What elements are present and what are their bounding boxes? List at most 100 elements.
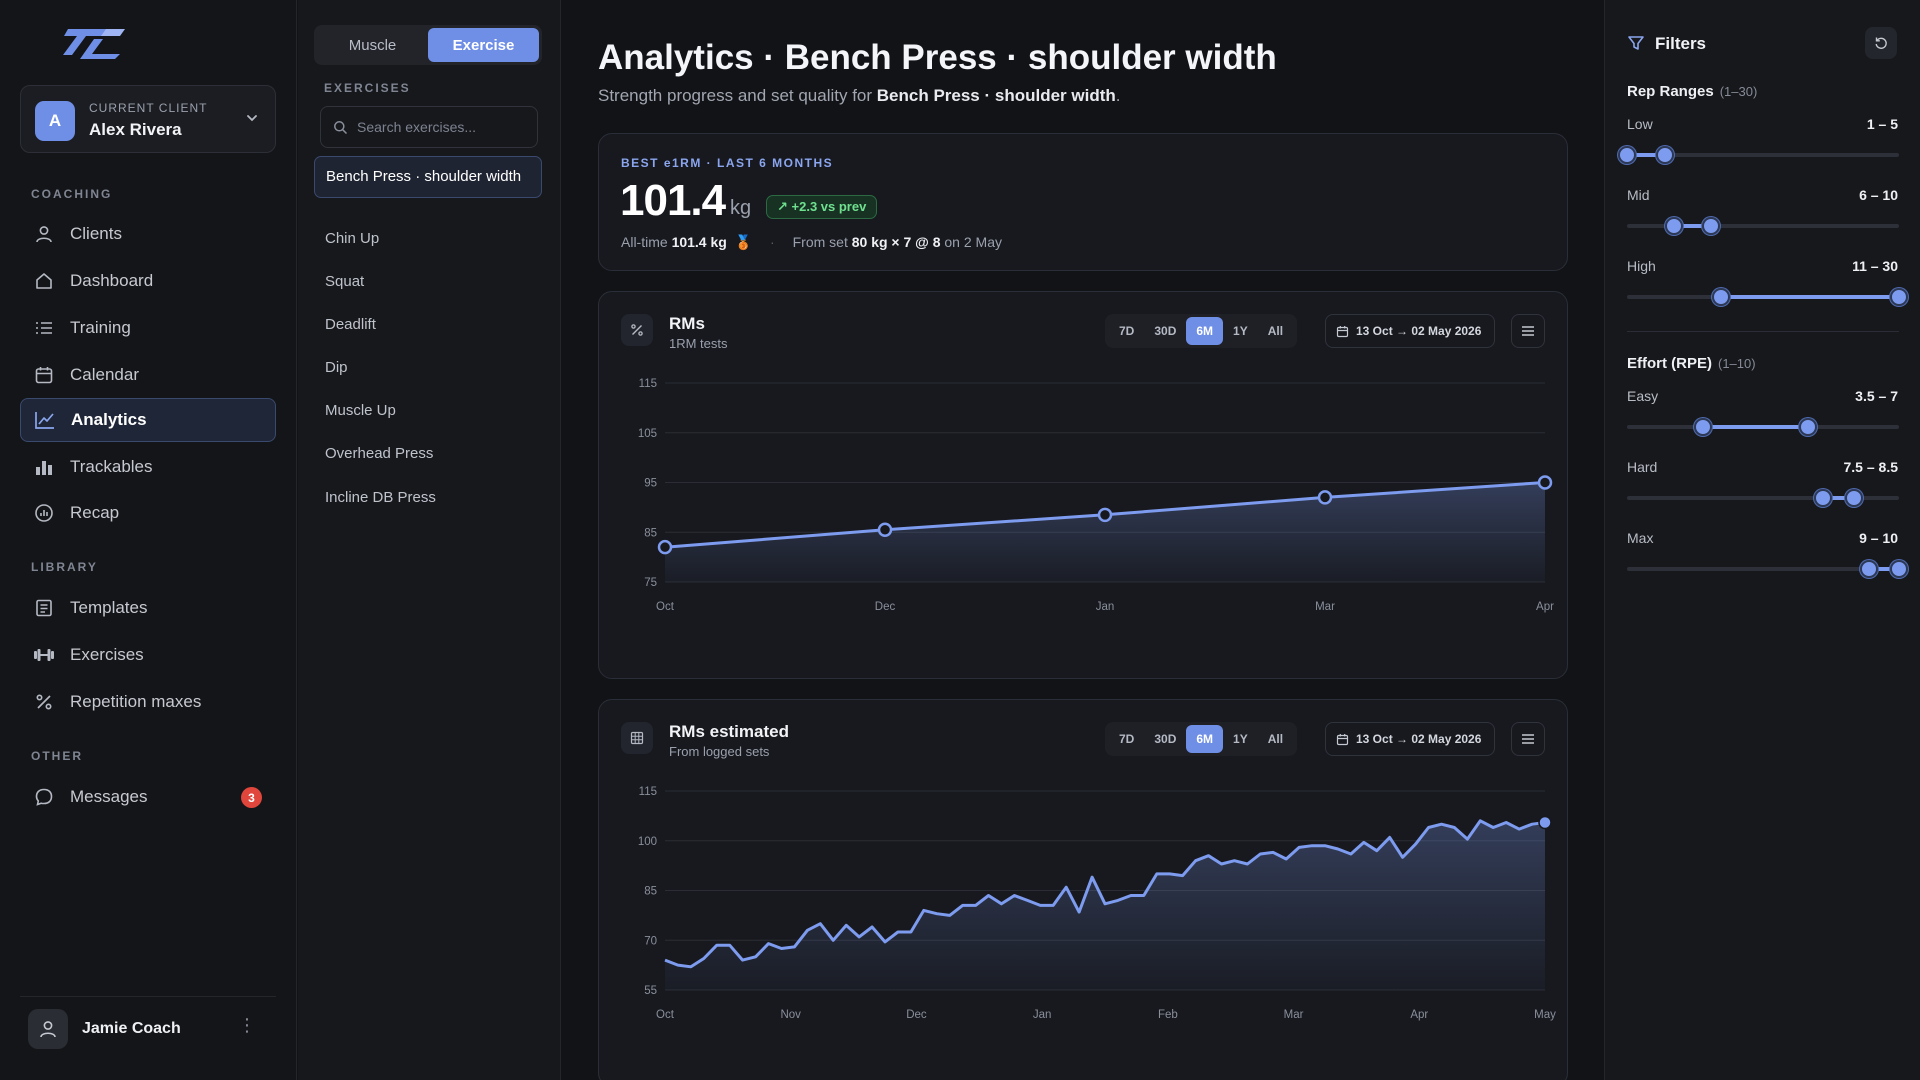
slider-range-fill <box>1627 153 1665 157</box>
rep-ranges-range: (1–30) <box>1719 84 1758 99</box>
range-7d[interactable]: 7D <box>1119 732 1135 746</box>
nav-templates[interactable]: Templates <box>20 586 276 630</box>
nav-training[interactable]: Training <box>20 306 276 350</box>
exercise-item[interactable]: Muscle Up <box>325 402 396 419</box>
tab-muscle[interactable]: Muscle <box>348 36 397 54</box>
effort-max-slider[interactable] <box>1627 559 1908 579</box>
slider-max-handle[interactable] <box>1799 418 1818 436</box>
slider-range-fill <box>1823 496 1854 500</box>
delta-badge: ↗ +2.3 vs prev <box>766 195 878 219</box>
range-7d[interactable]: 7D <box>1119 324 1135 338</box>
slider-min-handle[interactable] <box>1814 489 1833 507</box>
exercise-search <box>320 106 538 148</box>
range-6m[interactable]: 6M <box>1186 317 1224 345</box>
data-point <box>1537 475 1553 490</box>
nav-calendar[interactable]: Calendar <box>20 353 276 397</box>
nav-label: Analytics <box>71 410 147 429</box>
data-point <box>1317 490 1333 505</box>
user-avatar <box>28 1009 68 1049</box>
slider-max-handle[interactable] <box>1844 489 1863 507</box>
calendar-icon <box>1336 325 1349 337</box>
nav-label: Calendar <box>70 365 139 384</box>
search-input[interactable] <box>357 107 532 147</box>
rep-high-slider[interactable] <box>1627 287 1908 307</box>
user-icon <box>32 222 56 246</box>
main-content: Analytics · Bench Press · shoulder width… <box>562 0 1604 1080</box>
chart-menu-button[interactable] <box>1511 722 1545 756</box>
tab-exercise[interactable]: Exercise <box>428 28 539 62</box>
range-1y[interactable]: 1Y <box>1233 732 1248 746</box>
exercise-item[interactable]: Overhead Press <box>325 445 434 462</box>
best-e1rm-unit: kg <box>730 197 752 219</box>
exercise-item[interactable]: Squat <box>325 273 365 290</box>
best-e1rm-details: All-time 101.4 kg 🥉 · From set 80 kg × 7… <box>621 234 1002 251</box>
app-logo[interactable] <box>62 25 126 59</box>
range-30d[interactable]: 30D <box>1154 732 1177 746</box>
exercise-item-selected[interactable]: Bench Press · shoulder width <box>314 156 542 198</box>
current-client-name: Alex Rivera <box>89 120 182 139</box>
menu-icon <box>1522 326 1534 336</box>
x-tick-label: Apr <box>1536 601 1554 613</box>
y-tick-label: 85 <box>644 886 657 898</box>
nav-dashboard[interactable]: Dashboard <box>20 259 276 303</box>
more-vertical-icon[interactable]: ⋮ <box>238 1015 256 1035</box>
home-icon <box>32 269 56 293</box>
slider-min-handle[interactable] <box>1618 146 1636 164</box>
nav-recap[interactable]: Recap <box>20 491 276 535</box>
exercise-item[interactable]: Dip <box>325 359 348 376</box>
document-icon <box>32 596 56 620</box>
slider-min-handle[interactable] <box>1859 560 1878 578</box>
nav-analytics[interactable]: Analytics <box>20 398 276 442</box>
reset-filters-button[interactable] <box>1865 27 1897 59</box>
effort-easy-slider[interactable] <box>1627 417 1899 437</box>
current-user[interactable]: Jamie Coach ⋮ <box>20 996 276 1060</box>
date-range-picker[interactable]: 13 Oct → 02 May 2026 <box>1325 314 1495 348</box>
effort-hard-slider[interactable] <box>1627 488 1899 508</box>
y-tick-label: 115 <box>639 378 657 390</box>
y-tick-label: 95 <box>644 478 657 490</box>
user-icon <box>40 1021 56 1038</box>
slider-min-handle[interactable] <box>1693 418 1712 436</box>
rep-low-slider[interactable] <box>1618 145 1899 165</box>
range-all[interactable]: All <box>1267 324 1284 338</box>
slider-range-fill <box>1868 567 1899 571</box>
exercise-item[interactable]: Chin Up <box>325 230 380 247</box>
exercise-item[interactable]: Incline DB Press <box>325 489 436 506</box>
calendar-icon <box>32 363 56 387</box>
slider-max-handle[interactable] <box>1890 288 1908 306</box>
slider-max-handle[interactable] <box>1890 560 1908 578</box>
series-area <box>665 820 1545 990</box>
nav-messages[interactable]: Messages 3 <box>20 775 276 819</box>
x-tick-label: May <box>1534 1009 1556 1021</box>
chart-menu-button[interactable] <box>1511 314 1545 348</box>
effort-hard-label: Hard <box>1627 459 1658 475</box>
date-range-picker[interactable]: 13 Oct → 02 May 2026 <box>1325 722 1495 756</box>
range-all[interactable]: All <box>1267 732 1284 746</box>
slider-max-handle[interactable] <box>1702 217 1721 235</box>
x-tick-label: Dec <box>906 1009 927 1021</box>
y-tick-label: 85 <box>644 527 657 539</box>
range-6m[interactable]: 6M <box>1186 725 1224 753</box>
effort-max-value: 9 – 10 <box>1859 530 1898 546</box>
alltime-label: All-time <box>621 234 672 250</box>
data-point <box>1097 507 1113 523</box>
range-30d[interactable]: 30D <box>1154 324 1177 338</box>
slider-min-handle[interactable] <box>1664 217 1683 235</box>
nav-label: Templates <box>70 598 148 617</box>
user-name: Jamie Coach <box>82 1020 181 1037</box>
nav-repetition-maxes[interactable]: Repetition maxes <box>20 680 276 724</box>
nav-clients[interactable]: Clients <box>20 212 276 256</box>
nav-exercises[interactable]: Exercises <box>20 633 276 677</box>
exercise-item[interactable]: Deadlift <box>325 316 376 333</box>
effort-hard-value: 7.5 – 8.5 <box>1843 459 1899 475</box>
exercise-list-panel: Muscle Exercise EXERCISES Bench Press · … <box>298 0 561 1080</box>
slider-range-fill <box>1720 295 1899 299</box>
current-client-selector[interactable]: A CURRENT CLIENT Alex Rivera <box>20 85 276 153</box>
filters-panel: Filters Rep Ranges (1–30) Low 1 – 5 Mid 6… <box>1604 0 1920 1080</box>
rep-mid-slider[interactable] <box>1627 216 1899 236</box>
y-tick-label: 100 <box>638 836 657 848</box>
nav-trackables[interactable]: Trackables <box>20 445 276 489</box>
range-1y[interactable]: 1Y <box>1233 324 1248 338</box>
slider-min-handle[interactable] <box>1711 288 1730 306</box>
slider-max-handle[interactable] <box>1655 146 1674 164</box>
